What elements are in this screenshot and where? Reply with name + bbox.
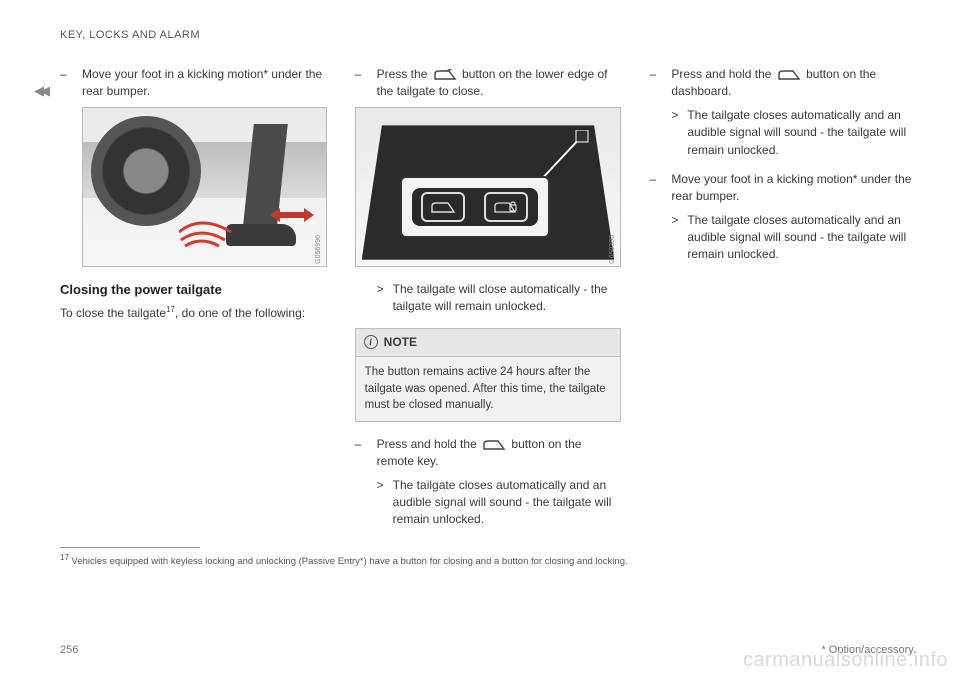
- result-arrow: >: [671, 107, 687, 159]
- tailgate-icon: [777, 69, 801, 81]
- footnote: 17 Vehicles equipped with keyless lockin…: [60, 552, 916, 569]
- info-icon: i: [364, 335, 378, 349]
- footnote-text: Vehicles equipped with keyless locking a…: [72, 556, 628, 567]
- dash-bullet: –: [355, 436, 377, 471]
- note-title: NOTE: [384, 334, 417, 351]
- subheading: Closing the power tailgate: [60, 281, 327, 300]
- illus-button-panel: [400, 176, 550, 238]
- result-text: The tailgate closes automatically and an…: [687, 212, 916, 264]
- illus-lock-button: [484, 192, 528, 222]
- column-2: – Press the button on the lower edge of …: [355, 66, 622, 529]
- result-item: > The tailgate closes automatically and …: [649, 107, 916, 159]
- list-text: Press and hold the button on the dashboa…: [671, 66, 916, 101]
- motion-arrow-icon: [270, 206, 314, 224]
- text-run: , do one of the following:: [175, 306, 305, 320]
- paragraph: To close the tailgate17, do one of the f…: [60, 304, 327, 322]
- dash-bullet: –: [355, 66, 377, 101]
- figure-id: G050306: [608, 235, 618, 264]
- column-1: – Move your foot in a kicking motion* un…: [60, 66, 327, 529]
- list-item: – Move your foot in a kicking motion* un…: [649, 171, 916, 206]
- text-run: To close the tailgate: [60, 306, 166, 320]
- figure-tailgate-button: G050306: [355, 107, 622, 267]
- content-columns: – Move your foot in a kicking motion* un…: [60, 66, 916, 529]
- sensor-waves-icon: [179, 212, 239, 252]
- continuation-arrows-icon: ◀◀: [34, 82, 46, 101]
- result-item: > The tailgate closes automatically and …: [649, 212, 916, 264]
- list-text: Move your foot in a kicking motion* unde…: [671, 171, 916, 206]
- figure-id: G056996: [314, 235, 324, 264]
- list-item: – Move your foot in a kicking motion* un…: [60, 66, 327, 101]
- text-run: Press and hold the: [377, 437, 480, 451]
- result-arrow: >: [377, 281, 393, 316]
- text-run: Press the: [377, 67, 431, 81]
- section-header: KEY, LOCKS AND ALARM: [60, 28, 916, 44]
- column-3: – Press and hold the button on the dashb…: [649, 66, 916, 529]
- result-text: The tailgate closes automatically and an…: [687, 107, 916, 159]
- watermark: carmanualsonline.info: [743, 646, 948, 675]
- text-run: Press and hold the: [671, 67, 774, 81]
- note-box: i NOTE The button remains active 24 hour…: [355, 328, 622, 422]
- footnote-ref: 17: [166, 305, 175, 314]
- dash-bullet: –: [60, 66, 82, 101]
- manual-page: KEY, LOCKS AND ALARM ◀◀ – Move your foot…: [0, 0, 960, 677]
- tailgate-open-icon: [433, 69, 457, 81]
- illus-tire: [91, 116, 201, 226]
- list-text: Press the button on the lower edge of th…: [377, 66, 622, 101]
- tailgate-close-glyph-icon: [430, 200, 456, 214]
- tailgate-lock-glyph-icon: [493, 200, 519, 214]
- note-header: i NOTE: [356, 329, 621, 357]
- page-number: 256: [60, 643, 78, 659]
- dash-bullet: –: [649, 66, 671, 101]
- footnote-number: 17: [60, 553, 69, 562]
- result-text: The tailgate will close automatically - …: [393, 281, 622, 316]
- list-text: Move your foot in a kicking motion* unde…: [82, 66, 327, 101]
- illus-panel-inner: [412, 188, 538, 226]
- tailgate-icon: [482, 439, 506, 451]
- footnote-rule: [60, 547, 200, 548]
- list-item: – Press and hold the button on the dashb…: [649, 66, 916, 101]
- illus-close-button: [421, 192, 465, 222]
- figure-kick-motion: G056996: [82, 107, 327, 267]
- result-item: > The tailgate closes automatically and …: [355, 477, 622, 529]
- result-arrow: >: [671, 212, 687, 264]
- result-item: > The tailgate will close automatically …: [355, 281, 622, 316]
- result-arrow: >: [377, 477, 393, 529]
- result-text: The tailgate closes automatically and an…: [393, 477, 622, 529]
- list-item: – Press the button on the lower edge of …: [355, 66, 622, 101]
- list-text: Press and hold the button on the remote …: [377, 436, 622, 471]
- dash-bullet: –: [649, 171, 671, 206]
- list-item: – Press and hold the button on the remot…: [355, 436, 622, 471]
- note-body: The button remains active 24 hours after…: [356, 357, 621, 421]
